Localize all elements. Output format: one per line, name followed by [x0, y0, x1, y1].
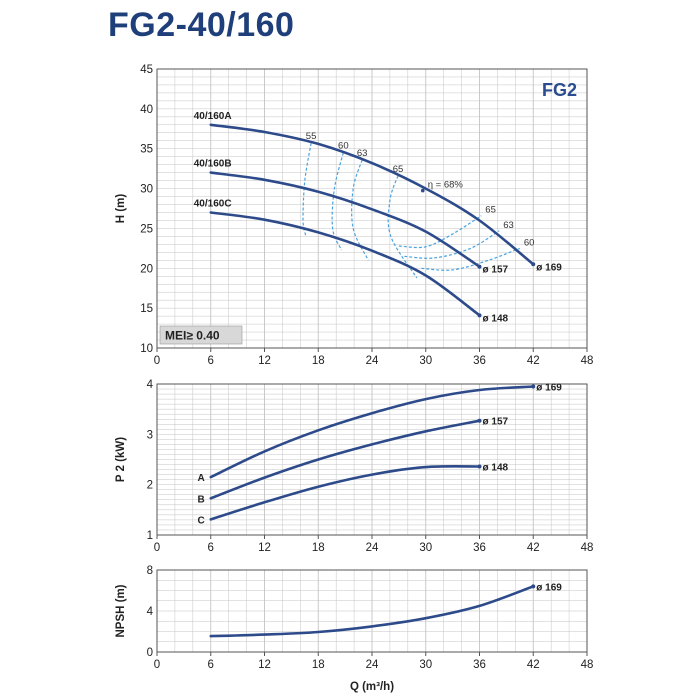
efficiency-label: 55 — [306, 131, 317, 142]
efficiency-contour — [331, 152, 344, 251]
head-diameter-label: ø 169 — [536, 262, 562, 273]
best-efficiency-label: η = 68% — [428, 180, 464, 191]
series-badge: FG2 — [542, 80, 577, 100]
npsh-series-end-dot — [531, 584, 536, 589]
head-x-tick-label: 24 — [366, 355, 379, 367]
power-x-tick-label: 24 — [366, 542, 379, 554]
efficiency-label: 63 — [357, 148, 368, 159]
efficiency-label: 63 — [503, 220, 514, 231]
npsh-x-tick-label: 18 — [312, 659, 325, 671]
head-x-tick-label: 6 — [208, 355, 214, 367]
power-y-tick-label: 2 — [147, 480, 153, 492]
npsh-y-tick-label: 4 — [147, 606, 154, 618]
efficiency-label: 65 — [393, 164, 404, 175]
efficiency-contour — [404, 230, 500, 259]
npsh-x-tick-label: 12 — [258, 659, 271, 671]
power-x-tick-label: 48 — [581, 542, 594, 554]
efficiency-label: 65 — [485, 205, 496, 216]
head-diameter-label: ø 157 — [483, 265, 509, 276]
power-diameter-label: ø 169 — [536, 383, 562, 394]
efficiency-contour — [398, 215, 482, 249]
head-x-tick-label: 30 — [419, 355, 432, 367]
power-series-end-dot — [531, 384, 536, 389]
head-x-tick-label: 18 — [312, 355, 325, 367]
npsh-y-tick-label: 8 — [147, 565, 153, 577]
head-y-tick-label: 45 — [140, 64, 153, 76]
efficiency-contour — [387, 175, 418, 279]
head-y-tick-label: 15 — [140, 303, 153, 315]
head-series-line — [209, 211, 481, 317]
npsh-x-tick-label: 42 — [527, 659, 540, 671]
head-y-tick-label: 40 — [140, 104, 153, 116]
head-y-tick-label: 10 — [140, 343, 153, 355]
head-series-end-dot — [477, 313, 482, 318]
npsh-y-axis-label: NPSH (m) — [115, 584, 127, 637]
head-curve-name: 40/160A — [194, 111, 232, 122]
efficiency-label: 60 — [338, 141, 349, 152]
power-series-end-dot — [477, 464, 482, 469]
power-diameter-label: ø 157 — [483, 417, 509, 428]
power-y-axis-label: P 2 (kW) — [115, 437, 127, 482]
head-y-tick-label: 25 — [140, 223, 153, 235]
power-x-tick-label: 6 — [208, 542, 214, 554]
npsh-x-tick-label: 30 — [419, 659, 432, 671]
head-x-tick-label: 42 — [527, 355, 540, 367]
power-y-tick-label: 1 — [147, 530, 153, 542]
power-curve-name: C — [198, 515, 205, 526]
npsh-x-tick-label: 48 — [581, 659, 594, 671]
head-series-end-dot — [477, 264, 482, 269]
head-x-tick-label: 12 — [258, 355, 271, 367]
power-x-tick-label: 30 — [419, 542, 432, 554]
power-diameter-label: ø 148 — [483, 463, 509, 474]
power-x-tick-label: 42 — [527, 542, 540, 554]
npsh-x-tick-label: 0 — [154, 659, 160, 671]
head-y-tick-label: 20 — [140, 263, 153, 275]
power-curve-name: A — [198, 473, 205, 484]
power-x-tick-label: 18 — [312, 542, 325, 554]
power-y-tick-label: 4 — [147, 379, 154, 391]
head-x-tick-label: 48 — [581, 355, 594, 367]
npsh-x-tick-label: 36 — [473, 659, 486, 671]
power-x-tick-label: 0 — [154, 542, 160, 554]
power-curve-name: B — [198, 494, 205, 505]
head-series-line — [209, 171, 481, 268]
power-y-tick-label: 3 — [147, 429, 153, 441]
efficiency-label: 60 — [524, 237, 535, 248]
head-series-end-dot — [531, 262, 536, 267]
npsh-y-tick-label: 0 — [147, 647, 153, 659]
npsh-diameter-label: ø 169 — [536, 582, 562, 593]
power-series-line — [209, 419, 481, 500]
best-efficiency-dot — [420, 188, 425, 193]
head-diameter-label: ø 148 — [483, 313, 509, 324]
head-x-tick-label: 0 — [154, 355, 160, 367]
power-series-line — [209, 465, 481, 521]
mei-label: MEI≥ 0.40 — [165, 329, 220, 343]
page-title: FG2-40/160 — [108, 6, 295, 44]
head-curve-name: 40/160C — [194, 198, 232, 209]
npsh-x-tick-label: 6 — [208, 659, 214, 671]
head-y-tick-label: 35 — [140, 144, 153, 156]
x-axis-label: Q (m³/h) — [350, 681, 394, 693]
head-x-tick-label: 36 — [473, 355, 486, 367]
power-x-tick-label: 36 — [473, 542, 486, 554]
head-y-axis-label: H (m) — [115, 194, 127, 224]
head-curve-name: 40/160B — [194, 159, 232, 170]
npsh-x-tick-label: 24 — [366, 659, 379, 671]
power-x-tick-label: 12 — [258, 542, 271, 554]
efficiency-contour — [421, 247, 521, 271]
mei-box — [159, 325, 243, 345]
power-series-end-dot — [477, 418, 482, 423]
efficiency-contour — [302, 142, 312, 236]
head-y-tick-label: 30 — [140, 184, 153, 196]
